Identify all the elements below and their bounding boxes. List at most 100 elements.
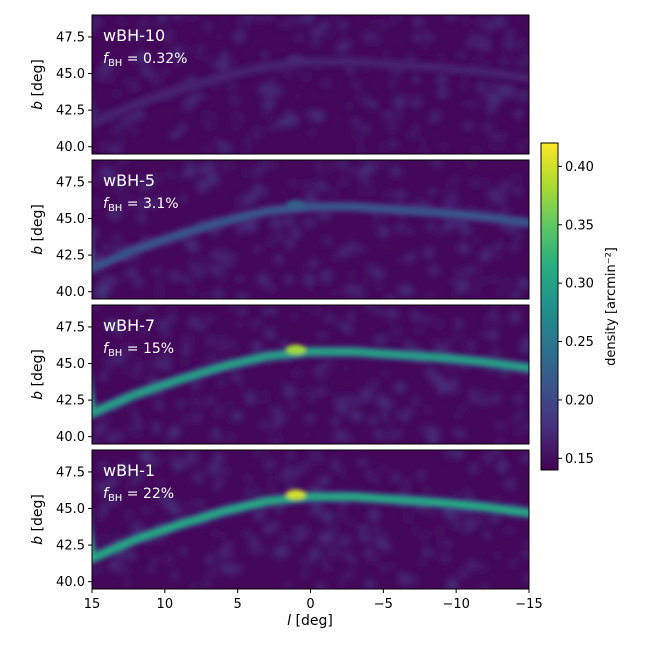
noise-blob — [441, 220, 454, 233]
noise-blob — [180, 333, 194, 348]
noise-blob — [332, 288, 340, 296]
noise-blob — [319, 372, 329, 381]
noise-blob — [264, 281, 277, 294]
stream-core — [92, 348, 529, 417]
noise-blob — [278, 17, 291, 30]
noise-blob — [475, 275, 488, 288]
noise-blob — [284, 109, 293, 117]
noise-blob — [331, 15, 339, 24]
noise-blob — [492, 315, 506, 328]
noise-blob — [232, 29, 247, 44]
noise-blob — [320, 78, 332, 90]
noise-blob — [253, 165, 264, 177]
noise-blob — [117, 336, 124, 343]
colorbar-tick-label: 0.20 — [565, 393, 594, 408]
stream-core — [92, 58, 529, 127]
noise-blob — [289, 227, 302, 240]
noise-blob — [154, 400, 165, 411]
noise-blob — [353, 91, 364, 102]
noise-blob — [261, 109, 272, 119]
noise-blob — [212, 453, 221, 462]
noise-blob — [472, 514, 486, 527]
noise-blob — [131, 127, 138, 134]
noise-blob — [180, 346, 189, 355]
noise-blob — [498, 454, 505, 461]
y-tick-label: 42.5 — [56, 394, 85, 409]
noise-blob — [96, 514, 103, 521]
noise-blob — [233, 344, 242, 353]
y-tick-label: 47.5 — [56, 175, 85, 190]
noise-blob — [428, 187, 437, 196]
noise-blob — [299, 179, 310, 190]
noise-blob — [237, 381, 247, 390]
noise-blob — [436, 384, 447, 396]
noise-blob — [478, 37, 493, 52]
noise-blob — [328, 538, 335, 545]
noise-blob — [219, 274, 228, 283]
noise-blob — [318, 474, 331, 487]
noise-blob — [453, 318, 464, 329]
noise-blob — [474, 236, 482, 244]
noise-blob — [210, 248, 223, 262]
noise-blob — [312, 542, 320, 550]
noise-blob — [269, 435, 284, 444]
noise-blob — [169, 488, 176, 495]
noise-blob — [273, 545, 288, 559]
noise-blob — [416, 150, 424, 154]
noise-blob — [130, 53, 140, 63]
fbh-label: fBH = 3.1% — [103, 196, 179, 214]
noise-blob — [493, 494, 501, 502]
noise-blob — [377, 225, 390, 239]
colorbar-tick-label: 0.30 — [565, 277, 594, 292]
noise-blob — [471, 264, 480, 274]
noise-blob — [235, 321, 243, 329]
noise-blob — [261, 53, 268, 60]
noise-blob — [273, 230, 286, 244]
noise-blob — [426, 547, 439, 560]
noise-blob — [515, 408, 526, 419]
noise-blob — [183, 275, 192, 284]
noise-blob — [290, 312, 298, 320]
stream-cusp — [285, 344, 306, 355]
noise-blob — [235, 274, 245, 284]
noise-blob — [518, 52, 527, 60]
stream-cusp — [285, 489, 306, 500]
noise-blob — [235, 291, 250, 299]
x-tick-label: −5 — [374, 597, 393, 612]
noise-blob — [467, 462, 480, 475]
noise-blob — [179, 546, 188, 555]
y-axis-label: b [deg] — [30, 494, 46, 545]
noise-blob — [361, 124, 371, 133]
noise-blob — [170, 47, 185, 61]
noise-blob — [446, 194, 454, 202]
noise-blob — [485, 104, 497, 115]
noise-blob — [451, 175, 460, 184]
noise-blob — [241, 528, 253, 539]
noise-blob — [381, 541, 388, 549]
noise-blob — [517, 60, 528, 71]
noise-blob — [346, 291, 361, 299]
noise-blob — [162, 29, 175, 41]
noise-blob — [176, 399, 185, 409]
noise-blob — [430, 109, 443, 122]
density-map — [92, 305, 529, 444]
noise-blob — [443, 187, 451, 196]
noise-blob — [237, 308, 246, 317]
noise-blob — [335, 402, 350, 417]
noise-blob — [422, 246, 435, 260]
noise-blob — [495, 421, 505, 431]
noise-blob — [298, 16, 305, 23]
noise-blob — [344, 571, 353, 580]
noise-blob — [190, 498, 202, 510]
noise-blob — [402, 478, 411, 488]
noise-blob — [144, 201, 153, 209]
noise-blob — [168, 270, 181, 283]
noise-blob — [347, 269, 357, 280]
noise-blob — [502, 38, 516, 51]
noise-blob — [149, 172, 163, 186]
noise-blob — [218, 50, 230, 62]
noise-blob — [490, 81, 498, 90]
noise-blob — [478, 250, 491, 263]
noise-blob — [159, 350, 170, 360]
noise-blob — [346, 311, 357, 322]
